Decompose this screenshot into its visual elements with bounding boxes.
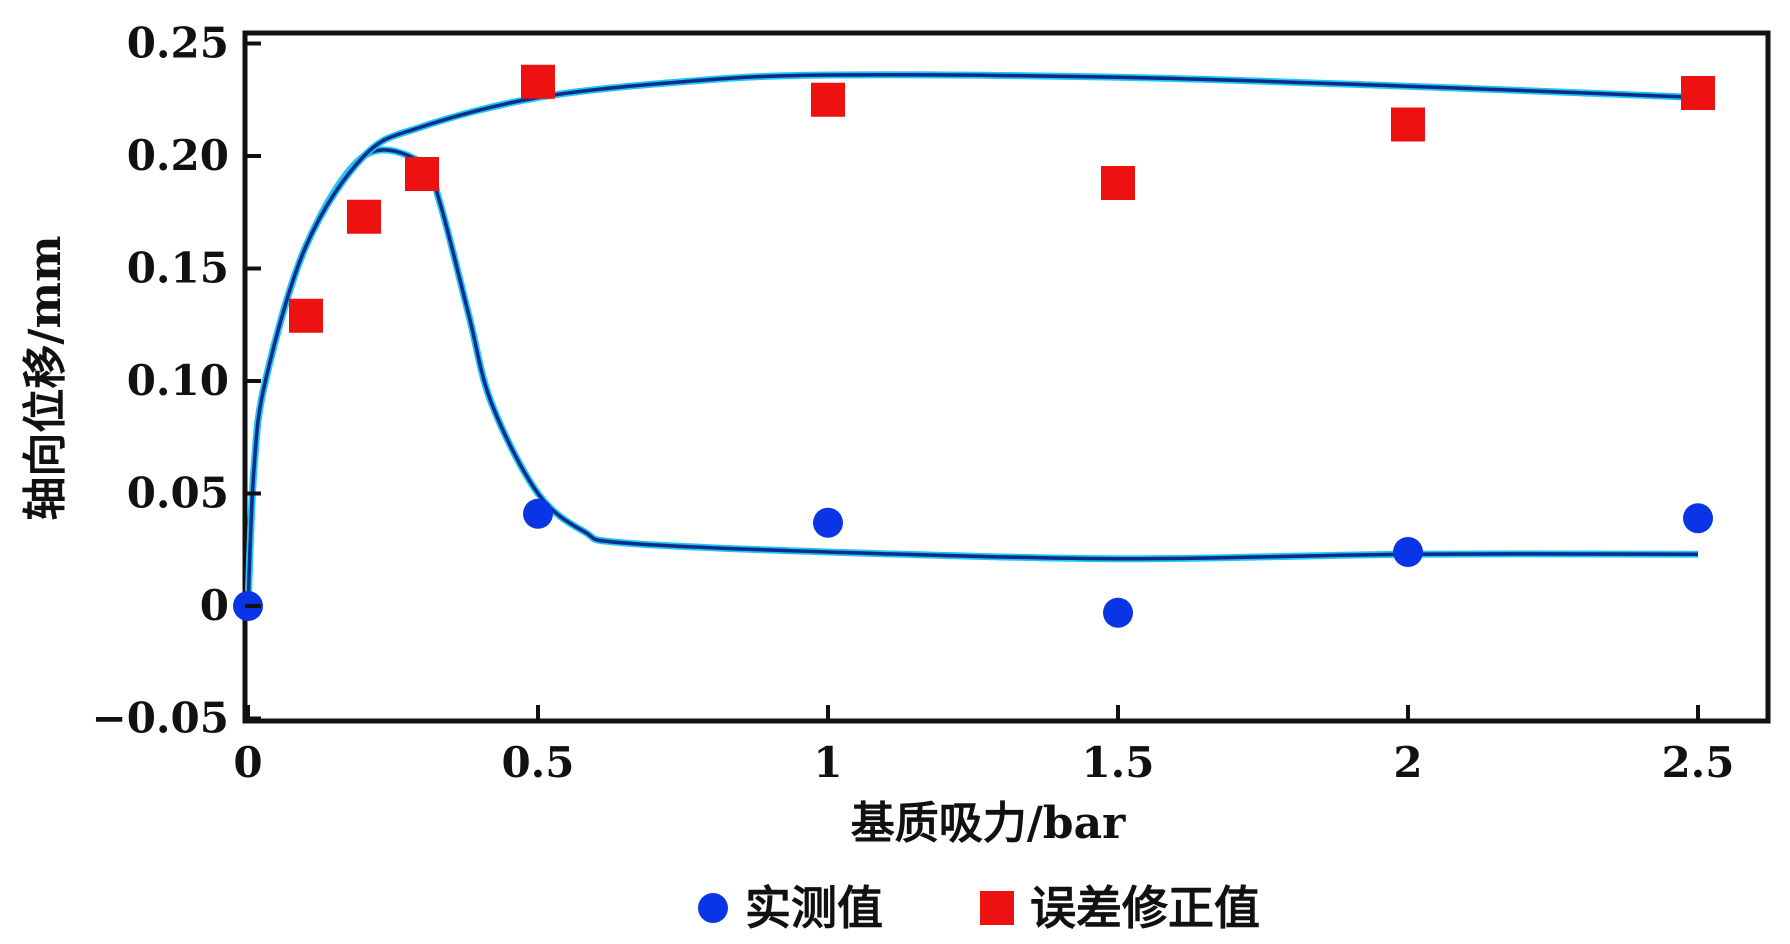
measured-point [1683,503,1713,534]
x-tick-label: 2.5 [1661,738,1734,787]
y-tick-label: 0.25 [127,19,229,68]
measured-point [1393,537,1423,567]
y-tick-label: 0 [200,581,229,630]
x-tick-label: 1 [813,738,842,787]
corrected-point [811,82,845,117]
fit-curve-glow [244,71,1699,607]
corrected-point [405,157,439,191]
corrected-point [1391,107,1425,142]
corrected-point [347,199,381,234]
legend-circle-marker [698,893,728,923]
y-tick-label: 0.10 [127,356,229,405]
corrected-point [521,64,555,99]
legend-label: 误差修正值 [1030,881,1260,935]
y-axis-title: 轴向位移/mm [20,235,71,520]
y-axis-ticks: 0.25 0.20 0.15 0.10 0.05 0 −0.05 [92,19,261,743]
legend: 实测值 误差修正值 [698,881,1260,935]
x-axis-title: 基质吸力/bar [851,798,1126,849]
legend-square-marker [980,891,1014,925]
y-tick-label: 0.05 [127,469,229,518]
y-tick-label: 0.15 [127,244,229,293]
measured-point [523,498,553,529]
measured-point [813,507,843,538]
corrected-point [289,298,323,333]
x-tick-label: 0 [233,738,262,787]
corrected-point [1681,76,1715,110]
legend-label: 实测值 [745,881,883,935]
y-tick-label: −0.05 [92,694,229,743]
measured-point [1103,597,1133,628]
x-tick-label: 1.5 [1081,738,1154,787]
plot-frame [242,30,1771,724]
y-tick-label: 0.20 [127,131,229,180]
x-tick-label: 0.5 [501,738,574,787]
corrected-point [1101,166,1135,200]
fit-curve-line [246,148,1699,607]
data-markers [233,64,1715,628]
fit-curve-line [246,73,1699,607]
fit-curves [244,71,1699,607]
x-tick-label: 2 [1393,738,1422,787]
fit-curve-glow [244,146,1699,607]
x-axis-ticks: 0 0.5 1 1.5 2 2.5 [233,705,1735,787]
